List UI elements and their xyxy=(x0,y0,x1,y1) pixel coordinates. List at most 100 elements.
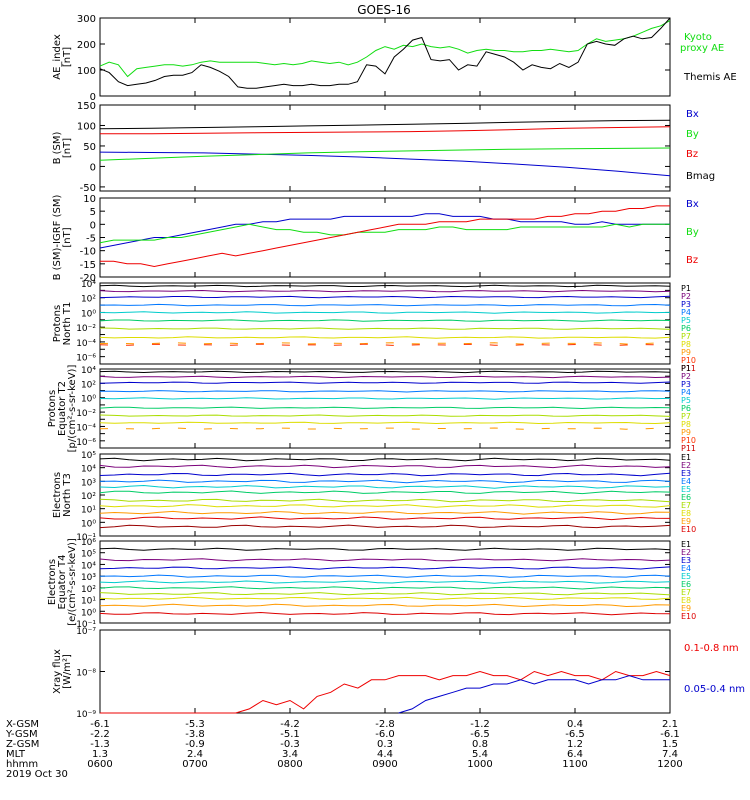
x-axis-value: 1.3 xyxy=(92,749,108,760)
x-axis-value: 5.4 xyxy=(472,749,488,760)
legend-bmag: Bmag xyxy=(686,171,715,182)
legend-electron-e6: E6 xyxy=(681,493,691,502)
y-tick-label: 10² xyxy=(81,295,96,305)
series-line-e3 xyxy=(99,472,671,477)
legend-proton-p4: P4 xyxy=(681,308,691,317)
legend-bz: Bz xyxy=(686,149,698,160)
series-line-e1 xyxy=(99,457,671,462)
y-tick-label: 10¹ xyxy=(81,597,96,607)
x-axis-value: 2.1 xyxy=(662,719,678,730)
plot-title: GOES-16 xyxy=(357,3,411,17)
y-tick-label: 100 xyxy=(77,66,96,77)
legend-proton-p3: P3 xyxy=(681,380,691,389)
x-axis-value: 3.4 xyxy=(282,749,298,760)
y-tick-label: 10² xyxy=(81,585,96,595)
legend-proton-p1: P1 xyxy=(681,364,691,373)
y-tick-label: -20 xyxy=(80,273,96,284)
legend-electron-e7: E7 xyxy=(681,588,691,597)
y-tick-label: 10⁴ xyxy=(81,366,96,376)
x-axis-value: 1000 xyxy=(467,759,492,770)
series-line-e7 xyxy=(99,592,671,596)
series-line-p8 xyxy=(99,421,671,425)
series-line-e3 xyxy=(99,566,671,570)
series-line-p4 xyxy=(99,303,671,307)
x-axis-value: 6.4 xyxy=(567,749,583,760)
y-tick-label: -10 xyxy=(80,247,96,258)
series-line-p7 xyxy=(99,414,671,417)
y-tick-label: 10⁻¹ xyxy=(76,533,96,543)
y-tick-label: 10⁶ xyxy=(81,538,96,548)
series-line-e4 xyxy=(99,479,671,484)
legend-electron-e5: E5 xyxy=(681,485,691,494)
legend-xray-long: 0.1-0.8 nm xyxy=(684,643,739,654)
y-tick-label: 10⁻⁷ xyxy=(76,627,96,637)
legend-proton-p7: P7 xyxy=(681,332,691,341)
y-tick-label: 10² xyxy=(81,492,96,502)
y-tick-label: -50 xyxy=(80,183,96,194)
x-axis-value: -5.3 xyxy=(185,719,205,730)
y-axis-label: Xray flux xyxy=(52,649,63,694)
y-axis-label: Equator T4 xyxy=(57,555,68,610)
y-axis-label: North T3 xyxy=(62,473,73,517)
legend-proton-p2: P2 xyxy=(681,372,691,381)
y-axis-label: Electrons xyxy=(47,559,58,605)
y-tick-label: 0 xyxy=(90,162,96,173)
legend-proton-p9: P9 xyxy=(681,428,691,437)
legend-electron-e9: E9 xyxy=(681,517,691,526)
y-tick-label: -15 xyxy=(80,260,96,271)
series-line-e2 xyxy=(99,464,671,469)
legend-xray-short: 0.05-0.4 nm xyxy=(684,684,745,695)
series-line-p8 xyxy=(99,336,671,339)
legend-electron-e3: E3 xyxy=(681,469,691,478)
x-row-label-x-gsm: X-GSM xyxy=(6,719,39,730)
y-tick-label: 50 xyxy=(83,142,96,153)
x-axis-value: 7.4 xyxy=(662,749,678,760)
legend-proton-p8: P8 xyxy=(681,420,691,429)
panel-frame xyxy=(99,197,671,278)
y-axis-label: AE_index xyxy=(52,34,63,80)
y-tick-label: 100 xyxy=(77,121,96,132)
x-axis-value: -5.1 xyxy=(280,729,300,740)
y-tick-label: 10⁴ xyxy=(81,465,96,475)
x-axis-value: 0.3 xyxy=(377,739,393,750)
y-axis-label: Electrons xyxy=(52,472,63,518)
x-axis-value: -0.9 xyxy=(185,739,205,750)
series-line-e10 xyxy=(99,516,671,521)
series-line-p4 xyxy=(99,390,671,393)
series-line-e1 xyxy=(99,547,671,551)
series-line-bx xyxy=(99,213,670,249)
series-line-e9 xyxy=(99,603,671,608)
legend-electron-e7: E7 xyxy=(681,501,691,510)
legend-electron-e1: E1 xyxy=(681,453,691,462)
x-axis-value: -6.5 xyxy=(565,729,585,740)
panel-frame xyxy=(99,282,671,365)
legend-by: By xyxy=(686,129,699,140)
legend-proton-p10: P10 xyxy=(681,356,696,365)
x-axis-value: 2.4 xyxy=(187,749,203,760)
x-axis-value: -6.1 xyxy=(660,729,680,740)
y-tick-label: 10³ xyxy=(81,573,96,583)
legend-electron-e4: E4 xyxy=(681,477,691,486)
series-line-e4 xyxy=(99,574,671,578)
y-tick-label: 200 xyxy=(77,40,96,51)
series-line-0-1-0-8-nm xyxy=(100,670,671,714)
legend-electron-e9: E9 xyxy=(681,604,691,613)
series-line-e8 xyxy=(99,504,671,508)
x-axis-value: -2.8 xyxy=(375,719,395,730)
plot-date: 2019 Oct 30 xyxy=(6,769,68,780)
panel-5: 10⁻⁶ 10⁻⁴ 10⁻² 10⁰ 10² 10⁴ Protons Equator T2 [p… xyxy=(47,365,671,452)
legend-electron-e2: E2 xyxy=(681,548,691,557)
x-axis-value: 0.4 xyxy=(567,719,583,730)
x-axis-value: 0600 xyxy=(87,759,112,770)
x-axis-value: -1.2 xyxy=(470,719,490,730)
panel-3: -20 -15 -10 -5 0 5 10 B (SM)-IGRF (SM) [nT] xyxy=(52,194,671,284)
panel-2: -50 0 50 100 150 B (SM) [nT] xyxy=(52,101,671,194)
x-axis-value: -0.3 xyxy=(280,739,300,750)
series-line-themis-ae xyxy=(99,17,671,89)
series-line-e6 xyxy=(99,490,671,495)
y-tick-label: 300 xyxy=(77,14,96,25)
panel-frame xyxy=(99,104,671,192)
y-axis-label: Protons xyxy=(47,390,58,427)
